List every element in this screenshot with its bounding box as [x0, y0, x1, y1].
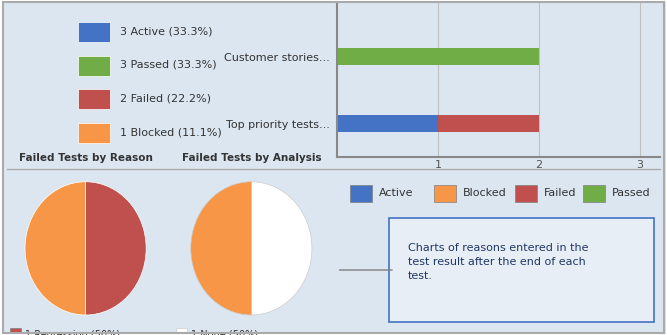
Text: 1 Regression (50%): 1 Regression (50%): [25, 330, 120, 335]
Text: Charts of reasons entered in the
test result after the end of each
test.: Charts of reasons entered in the test re…: [408, 243, 588, 281]
Text: Active: Active: [379, 188, 414, 198]
Title: Failed Tests by Analysis: Failed Tests by Analysis: [181, 153, 321, 163]
Wedge shape: [191, 182, 251, 315]
Text: Passed: Passed: [612, 188, 650, 198]
FancyBboxPatch shape: [583, 185, 606, 202]
FancyBboxPatch shape: [78, 123, 110, 143]
FancyBboxPatch shape: [434, 185, 456, 202]
FancyBboxPatch shape: [350, 185, 372, 202]
Wedge shape: [85, 182, 146, 315]
FancyBboxPatch shape: [78, 22, 110, 42]
Bar: [438, 115, 539, 132]
Text: 2 Failed (22.2%): 2 Failed (22.2%): [120, 94, 211, 104]
FancyBboxPatch shape: [78, 56, 110, 76]
Wedge shape: [251, 182, 312, 315]
Text: Blocked: Blocked: [463, 188, 507, 198]
Text: 1 None (50%): 1 None (50%): [191, 330, 257, 335]
FancyBboxPatch shape: [515, 185, 538, 202]
Text: 1 Blocked (11.1%): 1 Blocked (11.1%): [120, 128, 221, 137]
Bar: [337, 115, 438, 132]
Bar: [337, 49, 539, 65]
Text: 3 Passed (33.3%): 3 Passed (33.3%): [120, 60, 217, 70]
FancyBboxPatch shape: [175, 328, 187, 335]
FancyBboxPatch shape: [10, 328, 21, 335]
Text: 3 Active (33.3%): 3 Active (33.3%): [120, 26, 212, 36]
Title: Failed Tests by Reason: Failed Tests by Reason: [19, 153, 153, 163]
FancyBboxPatch shape: [388, 218, 654, 322]
FancyBboxPatch shape: [78, 89, 110, 110]
Text: Failed: Failed: [544, 188, 576, 198]
Wedge shape: [25, 182, 85, 315]
